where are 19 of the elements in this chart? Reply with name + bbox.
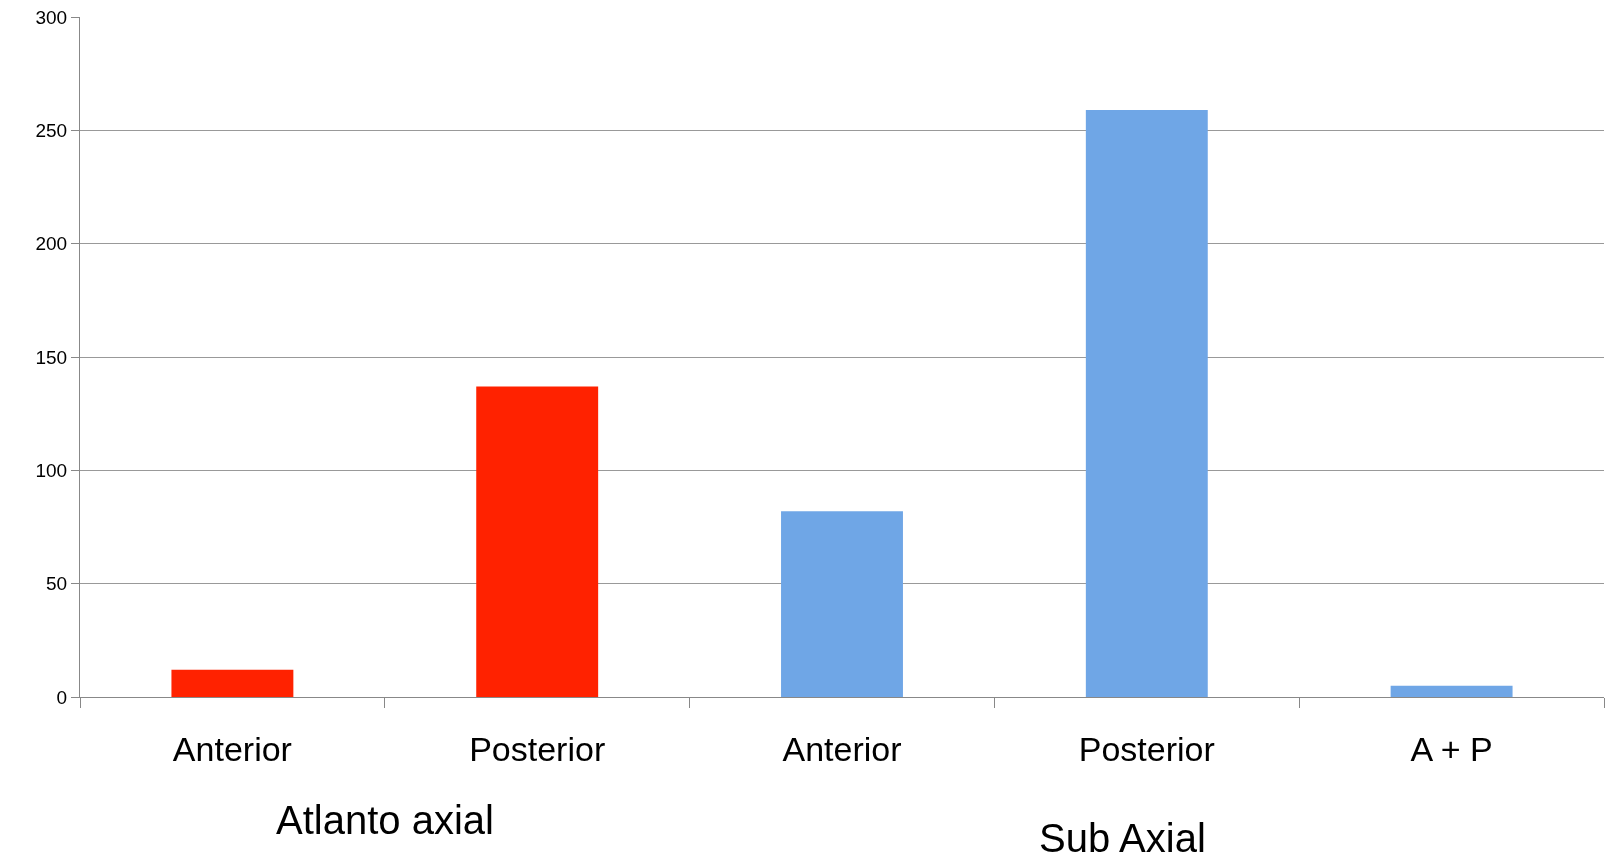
x-tick-label: Anterior <box>172 729 292 768</box>
x-tick-label: A + P <box>1410 729 1493 768</box>
text: Atlanto axial <box>276 798 494 842</box>
x-tick-label: Posterior <box>1078 729 1215 768</box>
x-tick-label: Posterior <box>469 729 606 768</box>
x-tick-label: Anterior <box>782 729 902 768</box>
y-tick-label: 150 <box>35 346 68 368</box>
text: Sub Axial <box>1039 816 1206 855</box>
y-tick-label: 250 <box>35 119 68 141</box>
y-tick-label: 100 <box>35 459 68 481</box>
bar <box>781 511 903 697</box>
y-tick-label: 200 <box>35 233 68 255</box>
y-tick-label: 50 <box>46 573 68 595</box>
bar <box>1085 109 1208 697</box>
bar <box>1390 685 1513 697</box>
bar <box>171 669 294 697</box>
y-tick-label: 300 <box>35 6 68 28</box>
y-tick-label: 0 <box>56 686 68 708</box>
bar <box>476 386 599 697</box>
